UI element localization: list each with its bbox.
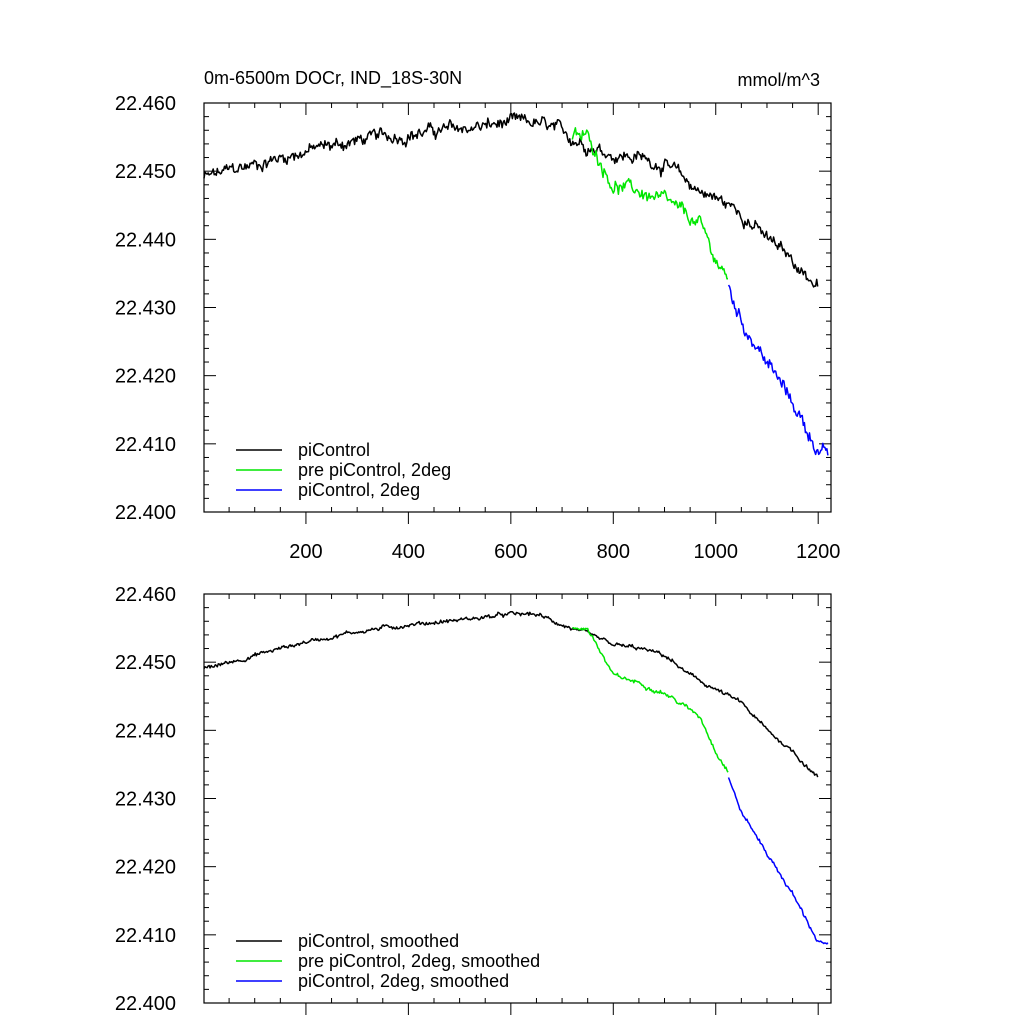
x-tick-label: 800: [597, 541, 630, 563]
x-tick-label: 400: [392, 541, 425, 563]
y-tick-label: 22.410: [115, 434, 176, 456]
series-line-picontrol-2deg-smoothed: [727, 777, 829, 945]
y-tick-label: 22.400: [115, 502, 176, 524]
y-tick-label: 22.420: [115, 857, 176, 879]
legend-label: piControl, 2deg, smoothed: [298, 971, 509, 991]
plot-frame: [203, 102, 832, 513]
x-tick-label: 1000: [693, 541, 738, 563]
legend-label: pre piControl, 2deg: [298, 460, 451, 480]
y-tick-label: 22.410: [115, 925, 176, 947]
panel1-title-left: 0m-6500m DOCr, IND_18S-30N: [204, 68, 462, 89]
series-line-pre-picontrol-2deg-smoothed: [572, 626, 729, 773]
x-tick-label: 1200: [796, 541, 841, 563]
y-tick-label: 22.400: [115, 993, 176, 1015]
series-line-pre-picontrol-2deg: [571, 127, 728, 280]
y-tick-label: 22.440: [115, 229, 176, 251]
legend-label: piControl: [298, 440, 370, 460]
y-tick-label: 22.460: [115, 584, 176, 606]
series-line-picontrol: [203, 112, 819, 288]
x-tick-label: 600: [494, 541, 527, 563]
legend-label: pre piControl, 2deg, smoothed: [298, 951, 540, 971]
panel1-title-right: mmol/m^3: [738, 70, 820, 90]
y-tick-label: 22.460: [115, 93, 176, 115]
y-tick-label: 22.420: [115, 366, 176, 388]
plot-frame: [203, 593, 832, 1004]
y-tick-label: 22.440: [115, 720, 176, 742]
y-tick-label: 22.450: [115, 652, 176, 674]
y-tick-label: 22.430: [115, 298, 176, 320]
chart-panel-1: 200 400 600 800 1000 1200 22.400 22.410 22.420 22…: [115, 93, 841, 563]
y-tick-label: 22.430: [115, 789, 176, 811]
series-line-picontrol-2deg: [727, 284, 829, 456]
chart-panel-2: 22.400 22.410 22.420 22.430 22.440 22.450 22.4…: [115, 584, 832, 1015]
y-tick-label: 22.450: [115, 161, 176, 183]
legend-label: piControl, smoothed: [298, 931, 459, 951]
x-tick-label: 200: [289, 541, 322, 563]
series-line-picontrol-smoothed: [203, 610, 819, 778]
legend-label: piControl, 2deg: [298, 480, 420, 500]
